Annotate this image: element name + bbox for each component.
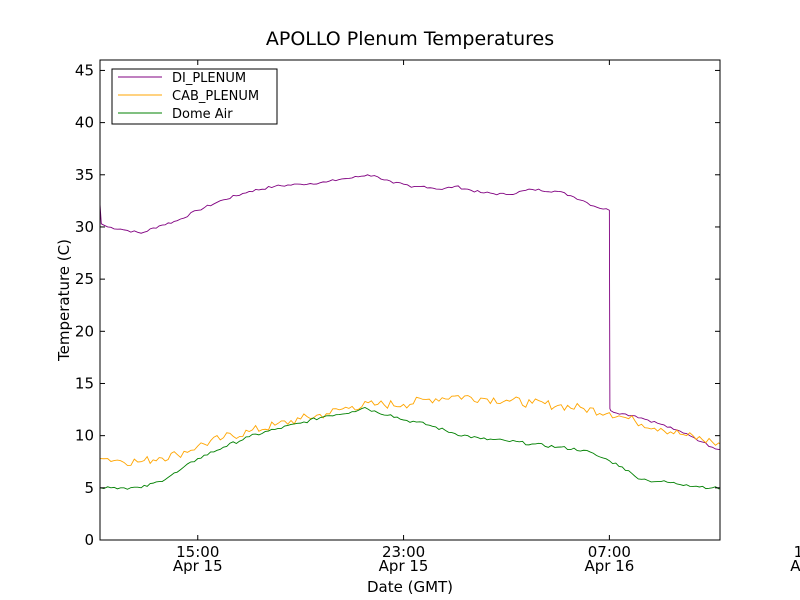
x-axis-label: Date (GMT) <box>367 578 453 596</box>
legend-label: CAB_PLENUM <box>172 89 259 104</box>
legend-label: DI_PLENUM <box>172 71 246 86</box>
y-tick-label: 20 <box>75 322 94 340</box>
y-tick-label: 35 <box>75 166 94 184</box>
legend-label: Dome Air <box>172 107 233 122</box>
x-tick-label-time: 23:00 <box>382 543 425 561</box>
series-line-dome-air <box>100 406 720 490</box>
x-tick-label-date: Apr 15 <box>173 557 223 575</box>
series-line-di-plenum <box>100 174 720 451</box>
plot-frame <box>99 59 721 541</box>
x-tick-label-date: Apr 16 <box>584 557 634 575</box>
y-axis-label: Temperature (C) <box>55 239 73 362</box>
legend-box <box>111 68 278 125</box>
plot-area <box>100 174 720 490</box>
y-tick-label: 25 <box>75 270 94 288</box>
x-tick-label-date: Apr 15 <box>379 557 429 575</box>
y-tick-label: 5 <box>84 479 94 497</box>
y-tick-label: 40 <box>75 114 94 132</box>
chart-title: APOLLO Plenum Temperatures <box>266 28 554 50</box>
y-tick-label: 15 <box>75 374 94 392</box>
y-tick-label: 30 <box>75 218 94 236</box>
y-tick-label: 10 <box>75 427 94 445</box>
x-tick-label-time: 15:00 <box>176 543 219 561</box>
legend: DI_PLENUM CAB_PLENUM Dome Air <box>111 68 278 125</box>
x-tick-label-time: 07:00 <box>588 543 631 561</box>
x-tick-label-date: Apr 16 <box>790 557 800 575</box>
y-tick-label: 0 <box>84 531 94 549</box>
y-tick-label: 45 <box>75 61 94 79</box>
series-line-cab-plenum <box>100 395 720 466</box>
x-tick-label-time: 15:00 <box>794 543 800 561</box>
